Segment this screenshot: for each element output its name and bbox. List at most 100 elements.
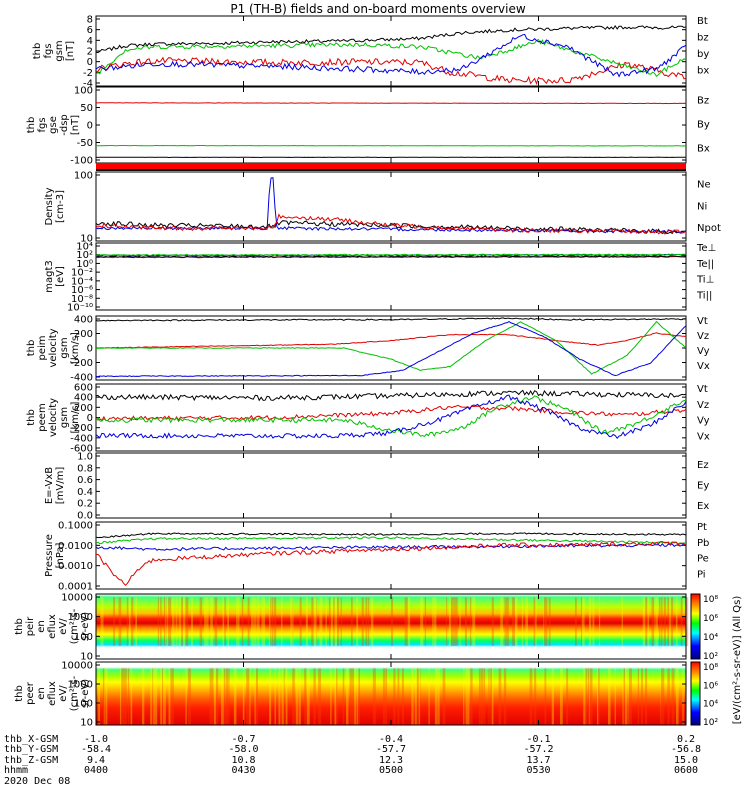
y-tick-label: 200: [74, 329, 93, 340]
spectrogram-streak: [370, 597, 374, 646]
spectrogram-streak: [210, 668, 214, 725]
spectrogram-streak: [124, 668, 127, 725]
electron-spectrogram-texture: [98, 668, 684, 725]
y-axis-label-line: en: [36, 687, 47, 700]
legend-te: Te⊥: [696, 243, 716, 254]
spectrogram-streak: [128, 597, 131, 646]
spectrogram-streak: [448, 597, 451, 646]
spectrogram-streak: [592, 597, 595, 646]
panel-3: 100 10 Density [cm-3] Ne Ni Npot: [44, 171, 721, 245]
y-axis-label-line: fgs: [37, 117, 48, 132]
series-ne: [96, 213, 686, 235]
spectrogram-streak: [397, 668, 400, 725]
legend-pi: Pi: [697, 569, 706, 580]
spectrogram-streak: [227, 597, 229, 646]
ion-spectrogram: [96, 594, 686, 659]
y-axis-label-line: [nPa]: [55, 542, 66, 568]
spectrogram-streak: [122, 668, 125, 725]
time-row-label: hhmm: [4, 765, 28, 776]
spectrogram-streak: [608, 668, 611, 725]
spectrogram-streak: [675, 597, 678, 646]
spectrogram-streak: [292, 668, 295, 725]
y-axis-label-line: [km/s]: [70, 332, 81, 364]
spectrogram-streak: [269, 597, 271, 646]
spectrogram-streak: [222, 668, 226, 725]
y-tick-label: -400: [70, 433, 93, 444]
spectrogram-streak: [295, 668, 299, 725]
spectrogram-streak: [442, 668, 445, 725]
y-axis-label: thb peem velocity gsm [km/s]: [26, 398, 81, 437]
spectrogram-streak: [262, 597, 266, 646]
time-row-value: 0400: [84, 765, 108, 776]
spectrogram-streak: [127, 668, 130, 725]
spectrogram-streak: [171, 668, 174, 725]
spectrogram-streak: [153, 668, 156, 725]
y-tick-label: 0.1000: [58, 521, 93, 532]
spectrogram-streak: [587, 668, 590, 725]
spectrogram-streak: [278, 668, 281, 725]
y-axis-label-line: peer: [25, 681, 36, 705]
series-vz: [96, 404, 686, 422]
spectrogram-streak: [215, 668, 219, 725]
spectrogram-streak: [660, 668, 662, 725]
y-axis-label: Density [cm-3]: [44, 187, 66, 225]
spectrogram-streak: [506, 597, 509, 646]
y-tick-label: 10: [80, 652, 93, 663]
spectrogram-streak: [446, 597, 448, 646]
spectrogram-streak: [329, 597, 331, 646]
spectrogram-streak: [676, 668, 679, 725]
spectrogram-streak: [685, 597, 689, 646]
spectrogram-streak: [306, 597, 308, 646]
y-axis-label-line: thb: [14, 685, 25, 702]
y-axis-label-line: gsm: [59, 407, 70, 428]
spectrogram-streak: [199, 597, 203, 646]
spectrogram-streak: [667, 597, 670, 646]
spectrogram-streak: [242, 668, 245, 725]
spectrogram-streak: [205, 597, 209, 646]
spectrogram-streak: [163, 668, 166, 725]
spectrogram-streak: [184, 597, 187, 646]
y-axis-label-line: peim: [37, 335, 48, 360]
spectrogram-streak: [120, 668, 123, 725]
spectrogram-streak: [162, 668, 165, 725]
time-row-value: 13.7: [526, 755, 550, 766]
spectrogram-streak: [247, 668, 251, 725]
spectrogram-streak: [372, 668, 376, 725]
legend-bz: Bz: [697, 95, 709, 106]
y-tick-label: -50: [77, 138, 93, 149]
y-tick-label: 10⁻²: [71, 268, 93, 279]
spectrogram-streak: [478, 668, 481, 725]
colorbar-1: [690, 593, 701, 660]
colorbar-tick-label: 10⁶: [703, 614, 718, 624]
y-tick-label: 1.0: [77, 452, 93, 463]
y-axis-label-line: Density: [44, 187, 55, 225]
spectrogram-streak: [548, 597, 551, 646]
spectrogram-streak: [340, 597, 342, 646]
y-axis-label-line: [km/s]: [70, 401, 81, 433]
spectrogram-streak: [406, 597, 409, 646]
series-vt: [96, 317, 686, 322]
spectrogram-streak: [298, 668, 301, 725]
spectrogram-streak: [170, 668, 174, 725]
spectrogram-streak: [434, 668, 438, 725]
spectrogram-streak: [292, 597, 294, 646]
spectrogram-streak: [106, 668, 108, 725]
colorbar-tick-label: 10⁶: [703, 681, 718, 691]
spectrogram-streak: [101, 597, 104, 646]
spectrogram-streak: [417, 668, 420, 725]
spectrogram-streak: [405, 597, 408, 646]
y-tick-label: -2: [83, 68, 93, 79]
spectrogram-streak: [534, 597, 537, 646]
y-tick-label: 0.0010: [58, 561, 93, 572]
spectrogram-streak: [365, 597, 368, 646]
series-bz: [96, 102, 686, 105]
spectrogram-streak: [414, 668, 418, 725]
y-tick-label: 0.2: [77, 499, 93, 510]
spectrogram-streak: [459, 597, 461, 646]
colorbar-2: [690, 661, 701, 726]
spectrogram-streak: [165, 597, 167, 646]
spectrogram-streak: [155, 668, 158, 725]
time-row-value: 0.2: [677, 734, 695, 745]
panel-frame: [95, 521, 687, 590]
